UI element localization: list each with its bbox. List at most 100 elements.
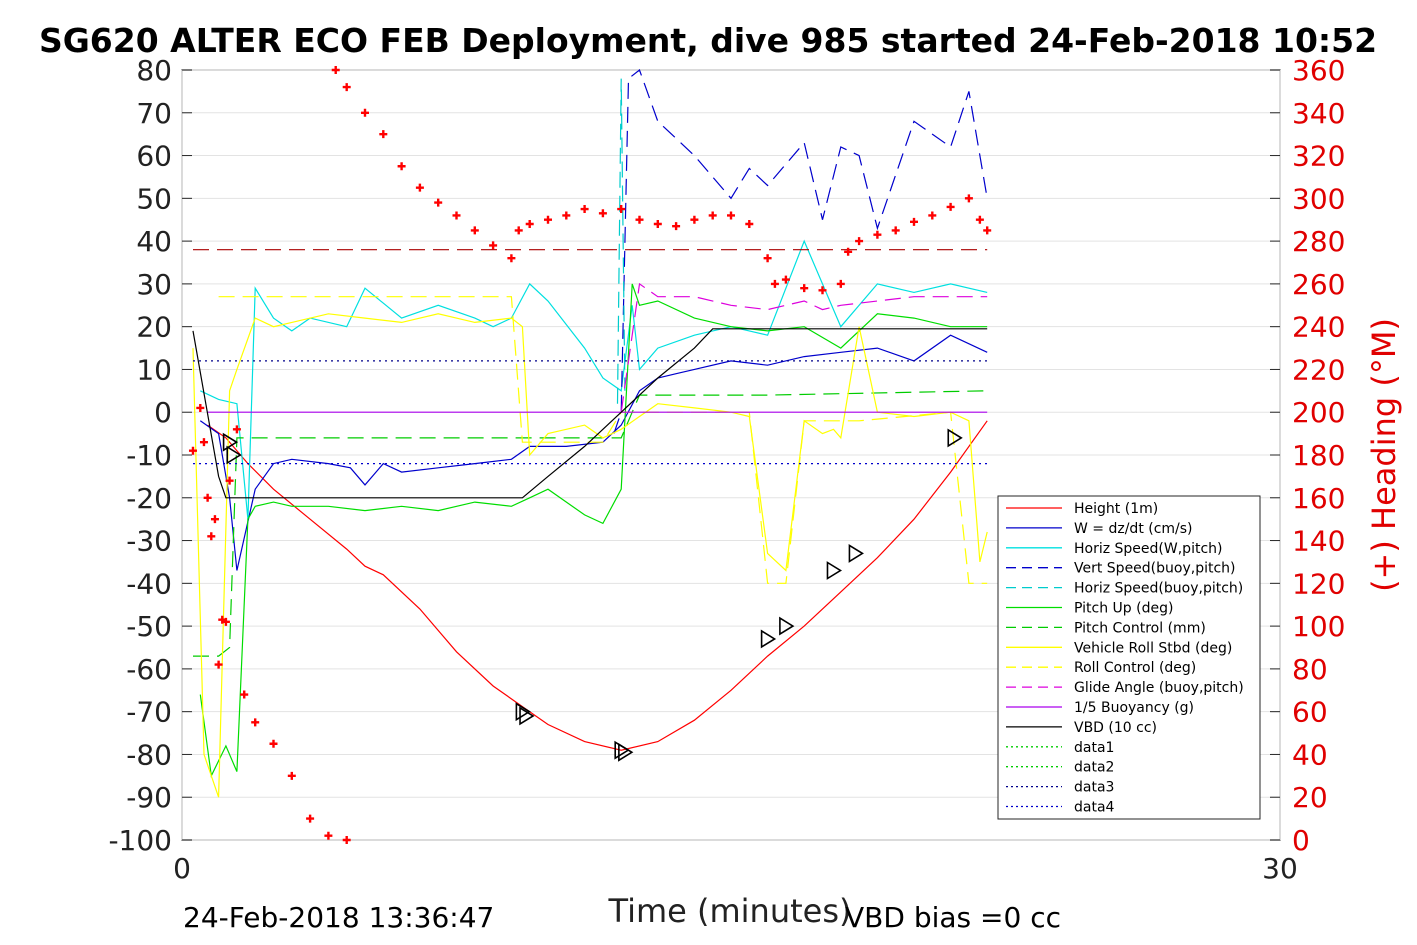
legend-entry: Height (1m) — [1074, 501, 1158, 517]
y-right-tick-label: 240 — [1292, 311, 1345, 344]
y-tick-label: 50 — [136, 182, 172, 215]
heading-point — [214, 660, 223, 669]
series-line-horiz-speed-w-pitch — [200, 239, 988, 520]
y-right-tick-label: 160 — [1292, 482, 1345, 515]
heading-point — [489, 241, 498, 250]
series-line-horiz-speed-buoy-pitch — [616, 78, 626, 404]
y-right-tick-label: 120 — [1292, 567, 1345, 600]
heading-point — [188, 446, 197, 455]
y-right-tick-label: 60 — [1292, 696, 1328, 729]
heading-point — [207, 532, 216, 541]
y-right-tick-label: 100 — [1292, 610, 1345, 643]
y-tick-label: -80 — [126, 738, 172, 771]
heading-point — [287, 771, 296, 780]
y-tick-label: 40 — [136, 225, 172, 258]
heading-point — [964, 194, 973, 203]
y-tick-label: -50 — [126, 610, 172, 643]
heading-point — [928, 211, 937, 220]
series-line-roll-control-deg — [218, 296, 988, 584]
heading-point — [514, 226, 523, 235]
heading-point — [525, 220, 534, 228]
y-right-tick-label: 180 — [1292, 439, 1345, 472]
gc-marker-triangle — [515, 702, 531, 722]
heading-point — [910, 217, 918, 226]
heading-point — [763, 254, 772, 263]
legend-entry: Vehicle Roll Stbd (deg) — [1074, 640, 1232, 656]
heading-point — [770, 279, 779, 288]
legend-box — [997, 495, 1261, 820]
y-tick-label: 60 — [136, 140, 172, 173]
heading-point — [210, 515, 219, 524]
right-axis-label: (+) Heading (°M) — [1365, 318, 1403, 592]
gc-marker-triangle — [226, 445, 242, 465]
y-tick-label: 10 — [136, 353, 172, 386]
heading-point — [507, 254, 516, 263]
heading-point — [331, 66, 340, 74]
legend-entry: data1 — [1074, 740, 1114, 756]
heading-point — [855, 237, 864, 246]
x-tick-label: 30 — [1262, 852, 1298, 885]
right-axis-ticks: 3603403203002802602402202001801601401201… — [1270, 54, 1345, 857]
series-line-vert-speed-buoy-pitch — [613, 69, 988, 434]
y-tick-label: -70 — [126, 696, 172, 729]
heading-point — [452, 211, 461, 220]
x-tick-label: 0 — [173, 852, 191, 885]
heading-point — [635, 215, 644, 224]
heading-point — [397, 162, 406, 171]
y-tick-label: 30 — [136, 268, 172, 301]
heading-point — [800, 284, 809, 293]
y-right-tick-label: 0 — [1292, 824, 1310, 857]
heading-point — [232, 425, 241, 434]
heading-point — [221, 617, 230, 626]
legend-entry: W = dz/dt (cm/s) — [1074, 521, 1193, 537]
heading-point — [818, 286, 827, 295]
legend-entry: Horiz Speed(buoy,pitch) — [1074, 581, 1243, 597]
legend-entry: data3 — [1074, 780, 1114, 796]
y-tick-label: 20 — [136, 311, 172, 344]
y-right-tick-label: 220 — [1292, 353, 1345, 386]
y-right-tick-label: 300 — [1292, 182, 1345, 215]
legend-entry: 1/5 Buoyancy (g) — [1074, 700, 1194, 716]
heading-point — [672, 222, 681, 231]
gc-marker-triangle — [519, 706, 535, 726]
y-tick-label: -20 — [126, 482, 172, 515]
heading-point — [415, 183, 424, 192]
y-tick-label: 70 — [136, 97, 172, 130]
y-right-tick-label: 340 — [1292, 97, 1345, 130]
heading-point — [544, 215, 552, 224]
y-tick-label: -60 — [126, 653, 172, 686]
legend-entry: Pitch Control (mm) — [1074, 620, 1206, 636]
y-tick-label: -10 — [126, 439, 172, 472]
y-right-tick-label: 360 — [1292, 54, 1345, 87]
x-axis-ticks: 0 30 — [173, 852, 1298, 885]
heading-point — [983, 226, 992, 235]
gc-marker-triangle — [848, 543, 864, 563]
gc-marker-triangle — [222, 432, 239, 452]
legend-entry: VBD (10 cc) — [1074, 720, 1157, 736]
legend-entry: data4 — [1074, 800, 1115, 816]
heading-point — [199, 438, 208, 447]
heading-point — [873, 230, 882, 239]
y-tick-label: 0 — [154, 396, 172, 429]
heading-point — [975, 215, 984, 224]
legend-entry: Glide Angle (buoy,pitch) — [1074, 680, 1244, 696]
gc-marker-triangle — [618, 742, 634, 762]
gc-marker-triangle — [760, 629, 777, 649]
heading-point — [891, 226, 900, 235]
y-right-tick-label: 20 — [1292, 781, 1328, 814]
heading-point — [203, 493, 212, 502]
footer-vbd-bias: VBD bias =0 cc — [845, 901, 1061, 934]
y-tick-label: -30 — [126, 525, 172, 558]
heading-point — [781, 275, 790, 284]
heading-point — [745, 220, 754, 228]
gc-marker-triangle — [779, 616, 795, 636]
heading-point — [653, 220, 662, 228]
heading-point — [251, 718, 260, 727]
series-line-pitch-control-mm — [193, 390, 988, 657]
heading-point — [269, 739, 278, 748]
y-tick-label: -90 — [126, 781, 172, 814]
heading-point — [946, 202, 955, 211]
legend-entry: Pitch Up (deg) — [1074, 601, 1173, 617]
heading-point — [598, 209, 607, 218]
